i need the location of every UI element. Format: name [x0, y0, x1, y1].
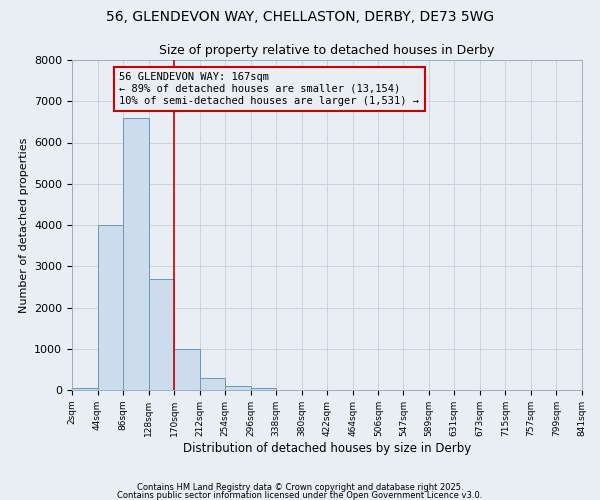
- X-axis label: Distribution of detached houses by size in Derby: Distribution of detached houses by size …: [183, 442, 471, 454]
- Bar: [123, 118, 149, 390]
- Bar: [149, 278, 174, 390]
- Title: Size of property relative to detached houses in Derby: Size of property relative to detached ho…: [160, 44, 494, 58]
- Text: Contains HM Land Registry data © Crown copyright and database right 2025.: Contains HM Land Registry data © Crown c…: [137, 483, 463, 492]
- Bar: [200, 378, 225, 390]
- Text: Contains public sector information licensed under the Open Government Licence v3: Contains public sector information licen…: [118, 492, 482, 500]
- Bar: [251, 388, 276, 390]
- Text: 56 GLENDEVON WAY: 167sqm
← 89% of detached houses are smaller (13,154)
10% of se: 56 GLENDEVON WAY: 167sqm ← 89% of detach…: [119, 72, 419, 106]
- Bar: [72, 388, 98, 390]
- Bar: [225, 386, 251, 390]
- Y-axis label: Number of detached properties: Number of detached properties: [19, 138, 29, 312]
- Text: 56, GLENDEVON WAY, CHELLASTON, DERBY, DE73 5WG: 56, GLENDEVON WAY, CHELLASTON, DERBY, DE…: [106, 10, 494, 24]
- Bar: [98, 225, 123, 390]
- Bar: [174, 349, 200, 390]
